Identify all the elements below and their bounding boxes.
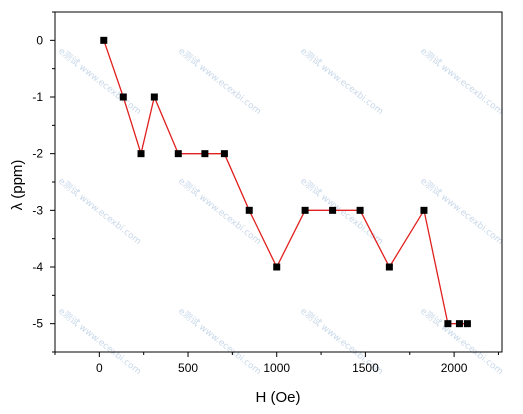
- x-tick-label: 1000: [263, 361, 290, 375]
- data-point: [273, 263, 281, 271]
- watermark-text: e测试 www.ecexbi.com: [56, 45, 144, 117]
- watermark-text: e测试 www.ecexbi.com: [176, 45, 264, 117]
- watermark-text: e测试 www.ecexbi.com: [418, 175, 506, 247]
- watermark-text: e测试 www.ecexbi.com: [298, 175, 386, 247]
- data-point: [420, 206, 428, 214]
- data-point: [137, 150, 145, 158]
- y-tick-label: -3: [32, 203, 43, 217]
- data-point: [444, 320, 452, 328]
- data-point: [150, 93, 158, 101]
- x-tick-label: 2000: [441, 361, 468, 375]
- watermark-text: e测试 www.ecexbi.com: [418, 45, 506, 117]
- x-axis-label: H (Oe): [256, 389, 301, 406]
- x-tick-label: 500: [178, 361, 198, 375]
- data-point: [463, 320, 471, 328]
- data-point: [100, 36, 108, 44]
- series-layer: [100, 36, 471, 328]
- data-point: [174, 150, 182, 158]
- y-tick-label: -4: [32, 260, 43, 274]
- data-point: [356, 206, 364, 214]
- y-tick-label: -1: [32, 90, 43, 104]
- x-tick-label: 1500: [352, 361, 379, 375]
- data-point: [455, 320, 463, 328]
- series-line: [103, 40, 468, 325]
- y-tick-label: 0: [36, 33, 43, 47]
- data-point: [301, 206, 309, 214]
- data-point: [245, 206, 253, 214]
- data-point: [385, 263, 393, 271]
- x-tick-label: 0: [96, 361, 103, 375]
- y-tick-label: -5: [32, 317, 43, 331]
- data-point: [329, 206, 337, 214]
- y-axis: 0 -1 -2 -3 -4 -5: [32, 11, 55, 353]
- x-axis: 0 500 1000 1500 2000: [54, 352, 499, 375]
- y-axis-label: λ (ppm): [9, 160, 26, 211]
- data-point: [119, 93, 127, 101]
- data-point: [201, 150, 209, 158]
- watermark-text: e测试 www.ecexbi.com: [298, 45, 386, 117]
- data-point: [220, 150, 228, 158]
- watermark-text: e测试 www.ecexbi.com: [56, 175, 144, 247]
- y-tick-label: -2: [32, 147, 43, 161]
